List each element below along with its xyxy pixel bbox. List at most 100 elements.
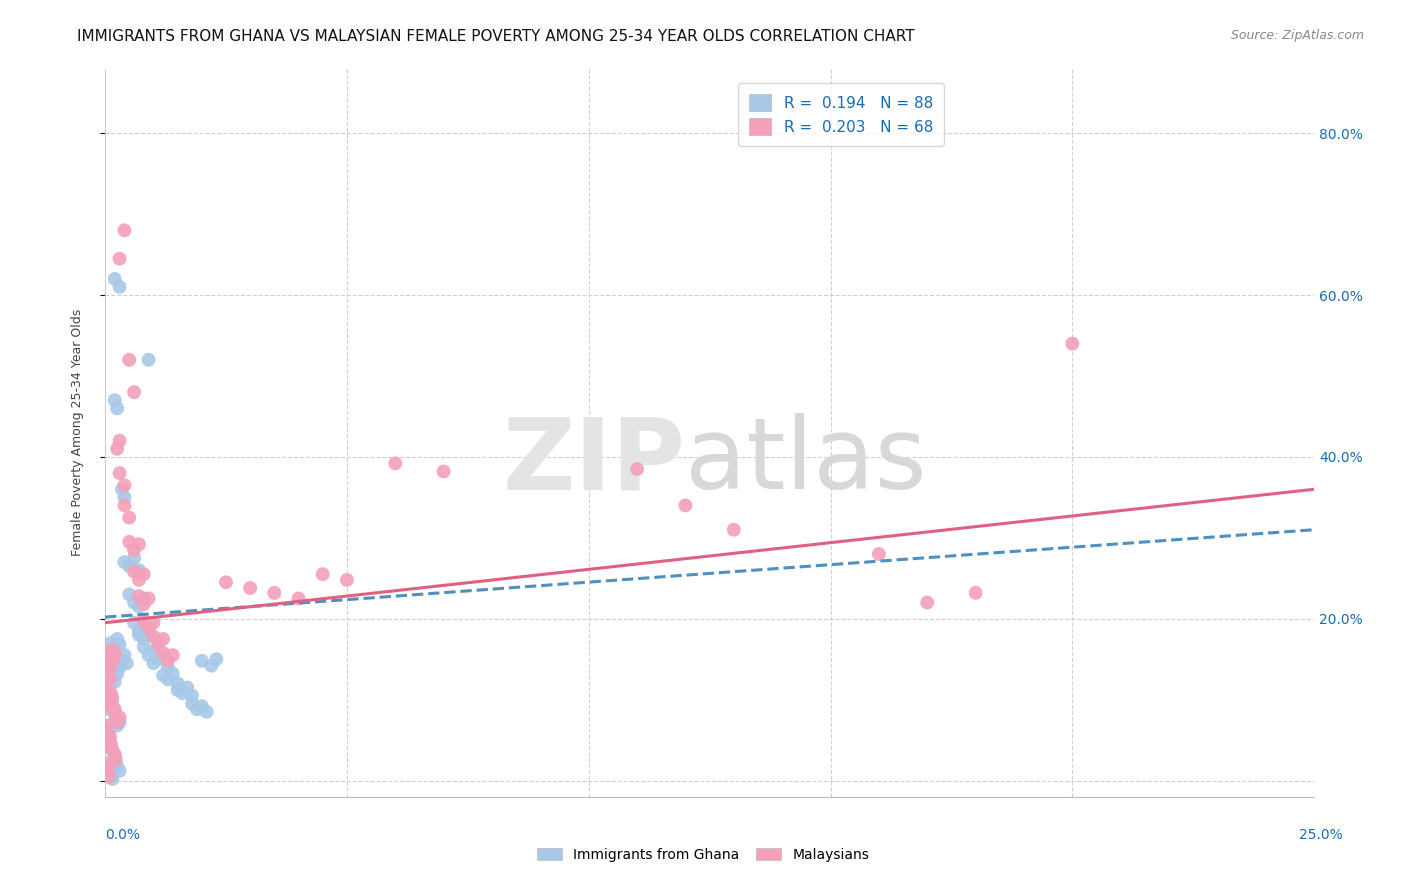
Point bbox=[148, 636, 170, 650]
Point bbox=[312, 567, 335, 582]
Point bbox=[98, 731, 121, 746]
Point bbox=[152, 632, 174, 646]
Point bbox=[111, 654, 134, 668]
Point bbox=[108, 660, 131, 674]
Point bbox=[96, 764, 118, 778]
Point bbox=[287, 591, 309, 606]
Point bbox=[162, 666, 184, 681]
Point bbox=[115, 657, 138, 671]
Point bbox=[98, 673, 121, 687]
Point bbox=[101, 670, 124, 684]
Text: IMMIGRANTS FROM GHANA VS MALAYSIAN FEMALE POVERTY AMONG 25-34 YEAR OLDS CORRELAT: IMMIGRANTS FROM GHANA VS MALAYSIAN FEMAL… bbox=[77, 29, 915, 44]
Point bbox=[105, 632, 128, 646]
Point bbox=[104, 646, 127, 660]
Point bbox=[181, 697, 204, 711]
Point bbox=[172, 686, 194, 700]
Point bbox=[263, 586, 285, 600]
Point bbox=[118, 587, 141, 601]
Point bbox=[100, 739, 122, 754]
Point bbox=[97, 770, 120, 784]
Point bbox=[104, 753, 127, 767]
Point bbox=[122, 595, 145, 609]
Point bbox=[101, 650, 124, 665]
Point bbox=[105, 442, 128, 456]
Point bbox=[98, 699, 121, 714]
Point bbox=[103, 646, 125, 660]
Point bbox=[128, 599, 150, 614]
Point bbox=[105, 759, 128, 773]
Point bbox=[965, 586, 987, 600]
Point bbox=[138, 591, 160, 606]
Point bbox=[96, 718, 118, 732]
Point bbox=[96, 665, 118, 679]
Legend: R =  0.194   N = 88, R =  0.203   N = 68: R = 0.194 N = 88, R = 0.203 N = 68 bbox=[738, 84, 943, 145]
Point bbox=[100, 691, 122, 706]
Point bbox=[100, 642, 122, 657]
Point bbox=[104, 393, 127, 408]
Point bbox=[100, 636, 122, 650]
Text: ZIP: ZIP bbox=[502, 413, 686, 510]
Point bbox=[96, 726, 118, 740]
Point bbox=[98, 694, 121, 708]
Point bbox=[96, 759, 118, 773]
Point bbox=[112, 223, 135, 237]
Point bbox=[142, 657, 165, 671]
Point bbox=[1062, 336, 1084, 351]
Point bbox=[96, 756, 118, 770]
Point bbox=[100, 686, 122, 700]
Point bbox=[101, 743, 124, 757]
Point bbox=[138, 352, 160, 367]
Point bbox=[96, 691, 118, 706]
Point bbox=[152, 668, 174, 682]
Point bbox=[132, 620, 155, 634]
Point bbox=[336, 573, 359, 587]
Point bbox=[128, 563, 150, 577]
Point bbox=[112, 555, 135, 569]
Point bbox=[104, 747, 127, 762]
Point bbox=[122, 543, 145, 558]
Point bbox=[152, 648, 174, 662]
Point bbox=[384, 456, 406, 470]
Point bbox=[138, 622, 160, 636]
Point bbox=[104, 674, 127, 689]
Point bbox=[433, 465, 456, 479]
Point bbox=[104, 747, 127, 762]
Point bbox=[96, 761, 118, 775]
Point bbox=[915, 595, 938, 609]
Legend: Immigrants from Ghana, Malaysians: Immigrants from Ghana, Malaysians bbox=[531, 842, 875, 867]
Point bbox=[132, 640, 155, 654]
Point bbox=[132, 613, 155, 627]
Point bbox=[108, 764, 131, 778]
Point bbox=[166, 682, 188, 697]
Point bbox=[191, 699, 214, 714]
Point bbox=[138, 648, 160, 662]
Point bbox=[181, 689, 204, 703]
Point bbox=[626, 462, 648, 476]
Point bbox=[100, 737, 122, 751]
Point bbox=[100, 770, 122, 784]
Point bbox=[98, 654, 121, 668]
Point bbox=[108, 638, 131, 652]
Point bbox=[104, 640, 127, 654]
Point bbox=[118, 534, 141, 549]
Point bbox=[112, 499, 135, 513]
Point bbox=[97, 735, 120, 749]
Point bbox=[111, 482, 134, 496]
Point bbox=[118, 352, 141, 367]
Point bbox=[186, 702, 208, 716]
Point bbox=[156, 673, 179, 687]
Point bbox=[96, 654, 118, 668]
Point bbox=[105, 666, 128, 681]
Point bbox=[104, 272, 127, 286]
Point bbox=[723, 523, 745, 537]
Point bbox=[200, 658, 222, 673]
Point bbox=[191, 654, 214, 668]
Point bbox=[122, 565, 145, 579]
Point bbox=[132, 591, 155, 606]
Point bbox=[104, 705, 127, 719]
Point bbox=[108, 710, 131, 724]
Point bbox=[101, 743, 124, 757]
Point bbox=[97, 665, 120, 679]
Point bbox=[142, 615, 165, 630]
Point bbox=[101, 772, 124, 786]
